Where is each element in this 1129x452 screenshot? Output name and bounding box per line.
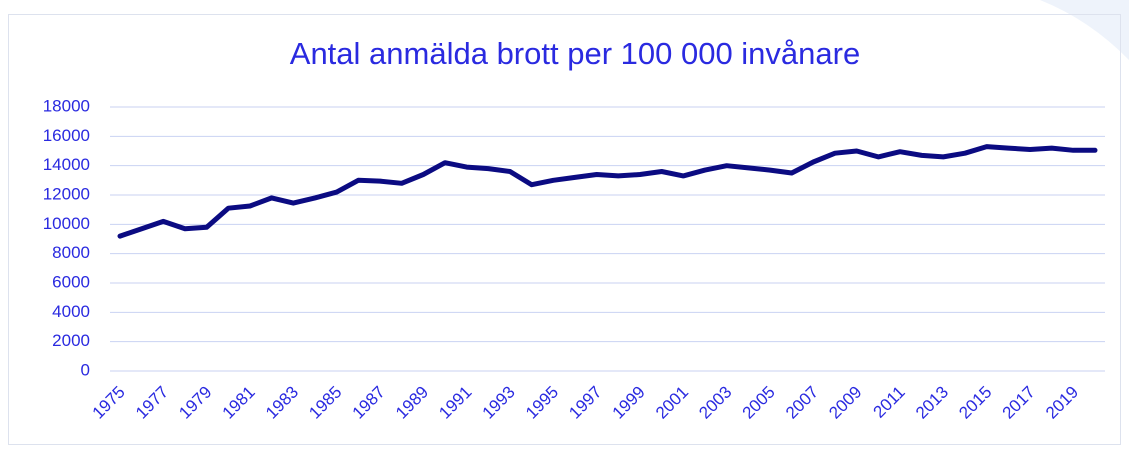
- x-tick-label: 2017: [999, 382, 1039, 422]
- x-tick-label: 2001: [652, 382, 692, 422]
- y-tick-label: 14000: [43, 155, 90, 174]
- x-tick-label: 2013: [912, 382, 952, 422]
- corner-decoration: [1040, 0, 1129, 60]
- x-tick-label: 1995: [522, 382, 562, 422]
- x-tick-label: 1999: [609, 382, 649, 422]
- y-tick-label: 16000: [43, 126, 90, 145]
- x-tick-label: 2007: [782, 382, 822, 422]
- y-tick-label: 2000: [52, 331, 90, 350]
- x-tick-label: 2015: [955, 382, 995, 422]
- x-tick-label: 2005: [739, 382, 779, 422]
- y-tick-label: 12000: [43, 184, 90, 203]
- y-tick-label: 18000: [43, 96, 90, 115]
- x-tick-label: 1977: [132, 382, 172, 422]
- chart-frame: [8, 14, 1121, 445]
- chart-title: Antal anmälda brott per 100 000 invånare: [290, 36, 860, 71]
- data-line: [117, 144, 1098, 239]
- y-tick-label: 6000: [52, 272, 90, 291]
- x-tick-label: 1975: [89, 382, 129, 422]
- x-tick-label: 2011: [870, 382, 909, 421]
- x-tick-label: 2003: [695, 382, 735, 422]
- x-tick-label: 1981: [219, 382, 259, 422]
- x-tick-label: 1987: [349, 382, 389, 422]
- x-tick-label: 1993: [479, 382, 519, 422]
- x-tick-label: 1989: [392, 382, 432, 422]
- x-tick-label: 2009: [825, 382, 865, 422]
- x-tick-label: 2019: [1042, 382, 1082, 422]
- x-tick-label: 1979: [175, 382, 215, 422]
- x-tick-label: 1997: [565, 382, 605, 422]
- x-tick-label: 1991: [435, 382, 475, 422]
- y-tick-label: 0: [81, 360, 90, 379]
- x-tick-label: 1983: [262, 382, 302, 422]
- y-tick-label: 10000: [43, 214, 90, 233]
- x-tick-label: 1985: [305, 382, 345, 422]
- y-tick-label: 4000: [52, 302, 90, 321]
- y-tick-label: 8000: [52, 243, 90, 262]
